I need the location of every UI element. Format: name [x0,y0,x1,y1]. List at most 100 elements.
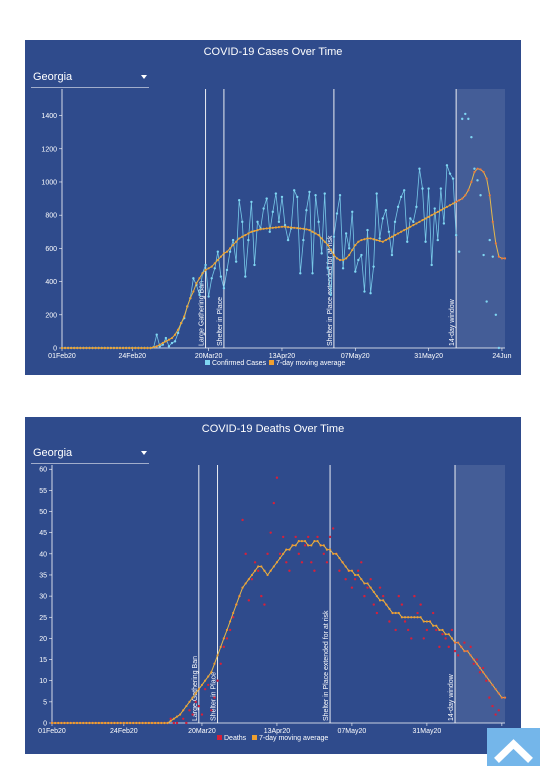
deaths-moving-average-point [335,552,338,555]
deaths-x-tick-label: 31May20 [412,728,441,735]
chevron-up-icon [494,739,533,763]
cases-raw-point [274,192,278,195]
cases-moving-average-point [265,227,268,230]
deaths-moving-average-point [235,603,238,606]
deaths-moving-average-point [166,721,169,725]
cases-raw-point [430,263,433,267]
deaths-moving-average-point [172,717,175,720]
deaths-moving-average-point [141,721,144,725]
deaths-moving-average-point [294,544,297,547]
deaths-y-tick-label: 15 [39,657,47,664]
deaths-raw-point [453,649,457,653]
deaths-moving-average-point [185,704,188,708]
deaths-moving-average-point [482,671,485,674]
cases-region-value: Georgia [33,71,73,83]
deaths-moving-average-point [397,611,400,615]
cases-raw-point [366,228,369,232]
cases-x-tick-label: 24Feb20 [118,353,146,360]
deaths-moving-average-point [438,628,441,632]
deaths-moving-average-point [416,616,419,619]
cases-moving-average-point [167,338,171,341]
cases-raw-point [292,189,296,192]
deaths-raw-point [356,569,360,572]
deaths-moving-average-line [52,540,505,724]
deaths-moving-average-point [157,721,160,725]
cases-moving-average-point [418,220,421,223]
cases-raw-point [167,345,171,348]
deaths-raw-point [253,561,257,564]
cases-raw-point [219,275,223,278]
deaths-raw-point [388,620,391,623]
cases-x-tick-label: 31May20 [414,353,443,360]
cases-moving-average-point [112,346,116,350]
deaths-moving-average-point [104,721,107,725]
deaths-raw-point [169,717,172,720]
cases-raw-point [494,313,498,316]
cases-raw-point [406,240,409,243]
deaths-moving-average-point [394,611,397,615]
cases-moving-average-point [473,170,476,174]
deaths-moving-average-point [97,721,100,725]
cases-raw-point [436,238,439,242]
deaths-moving-average-point [66,721,69,725]
cases-moving-average-point [320,237,323,240]
deaths-raw-point [485,679,488,682]
deaths-raw-point [372,603,375,606]
deaths-moving-average-point [197,688,200,691]
cases-moving-average-point [82,346,85,350]
cases-moving-average-point [332,253,336,257]
deaths-chart-panel: COVID-19 Deaths Over Time Georgia 0 5 10 15… [25,417,521,754]
deaths-moving-average-point [147,721,150,725]
deaths-region-value: Georgia [33,447,73,459]
cases-moving-average-point [400,230,403,233]
deaths-legend-swatch-raw [217,735,222,740]
deaths-raw-point [306,535,310,539]
deaths-moving-average-point [119,721,122,725]
cases-moving-average-point [464,194,467,197]
deaths-moving-average-point [291,544,294,547]
cases-raw-series-line [62,165,457,349]
cases-raw-point [326,267,329,270]
deaths-moving-average-point [69,721,72,725]
cases-moving-average-point [503,257,507,260]
deaths-raw-point [403,620,407,623]
cases-raw-point [299,272,302,275]
cases-raw-point [341,267,345,270]
cases-raw-point [344,232,348,235]
cases-raw-point [308,190,311,194]
deaths-moving-average-point [79,721,82,725]
cases-raw-point [241,220,244,224]
deaths-moving-average-point [244,582,247,585]
cases-raw-point [470,135,473,139]
deaths-moving-average-point [116,721,119,725]
cases-raw-point [381,217,384,220]
deaths-region-select[interactable]: Georgia [31,445,149,464]
cases-moving-average-point [326,243,329,247]
cases-moving-average-point [204,268,207,272]
cases-moving-average-point [412,224,415,227]
deaths-raw-point [294,535,297,539]
cases-moving-average-point [403,229,406,232]
cases-moving-average-point [201,272,204,275]
cases-raw-point [415,205,418,209]
scroll-to-top-button[interactable] [487,728,540,766]
cases-moving-average-point [445,205,449,208]
cases-moving-average-point [176,328,180,331]
cases-region-select[interactable]: Georgia [31,69,149,88]
cases-moving-average-point [207,267,210,270]
cases-moving-average-point [476,167,479,170]
deaths-moving-average-point [332,552,335,555]
cases-raw-point [351,210,354,214]
deaths-moving-average-point [400,616,404,619]
deaths-moving-average-point [447,633,450,636]
deaths-raw-point [366,586,369,589]
deaths-moving-average-point [91,721,94,725]
cases-raw-point [467,117,470,121]
deaths-moving-average-point [303,540,307,543]
deaths-y-tick-label: 25 [39,615,47,622]
cases-moving-average-point [256,229,259,232]
cases-raw-point [363,290,366,293]
deaths-moving-average-point [175,715,179,718]
deaths-moving-average-point [344,565,347,568]
deaths-raw-point [338,569,341,572]
